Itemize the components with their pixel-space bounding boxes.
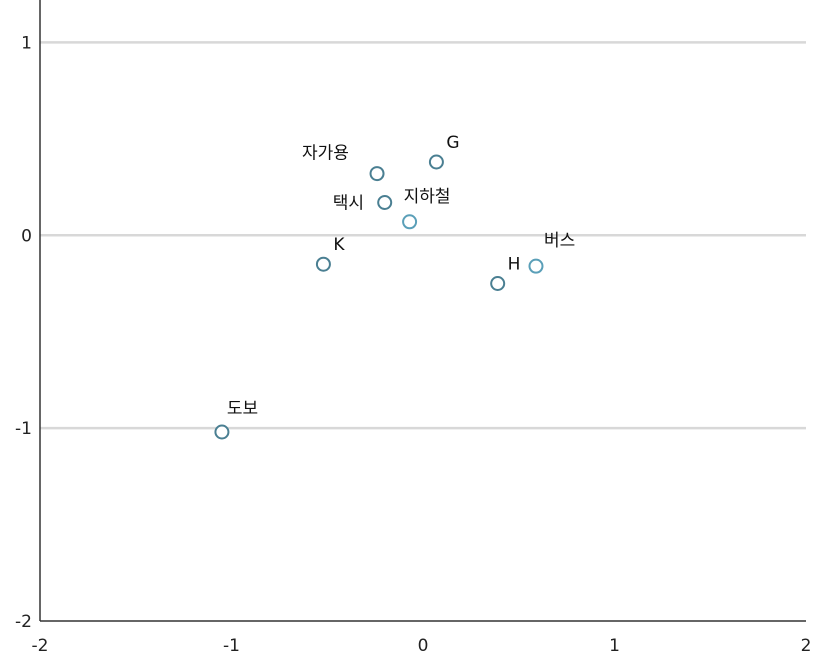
scatter-point (402, 214, 418, 230)
scatter-point (490, 276, 506, 291)
scatter-point (214, 424, 230, 440)
y-tick-label: -2 (15, 612, 32, 632)
scatter-point (528, 258, 544, 274)
axes (39, 0, 806, 622)
x-tick-label: -1 (223, 636, 240, 656)
x-tick-label: 2 (801, 636, 812, 656)
scatter-point (377, 195, 393, 210)
point-label: 버스 (544, 231, 575, 251)
tick-labels: -2 -1 0 1 -2 -1 0 1 2 (15, 33, 811, 656)
x-tick-label: 1 (609, 636, 620, 656)
gridlines (40, 41, 806, 430)
x-tick-label: 0 (418, 636, 429, 656)
y-tick-label: 0 (21, 226, 32, 246)
point-label: 택시 (333, 194, 364, 214)
point-label: 도보 (227, 399, 258, 419)
point-label: G (446, 133, 459, 153)
point-label: 지하철 (404, 187, 451, 207)
data-points (214, 154, 544, 440)
scatter-point (428, 154, 444, 170)
scatter-point (369, 166, 385, 182)
scatter-point (315, 256, 331, 272)
x-tick-label: -2 (32, 636, 49, 656)
point-label: 자가용 (302, 144, 349, 164)
point-labels: 자가용 G 택시 지하철 K 버스 H 도보 (227, 133, 575, 419)
point-label: H (508, 255, 521, 275)
y-tick-label: -1 (15, 419, 32, 439)
point-label: K (333, 235, 345, 255)
y-tick-label: 1 (21, 33, 32, 53)
